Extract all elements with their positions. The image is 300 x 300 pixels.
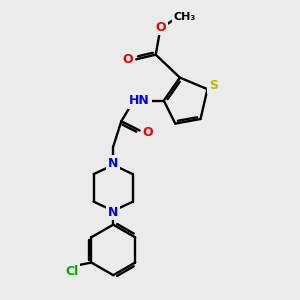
Text: O: O [142, 126, 153, 139]
Text: O: O [123, 53, 134, 66]
Text: Cl: Cl [65, 265, 79, 278]
Text: S: S [209, 79, 218, 92]
Text: O: O [155, 21, 166, 34]
Text: CH₃: CH₃ [173, 12, 196, 22]
Text: N: N [108, 157, 119, 170]
Text: N: N [108, 206, 119, 218]
Text: HN: HN [129, 94, 150, 107]
